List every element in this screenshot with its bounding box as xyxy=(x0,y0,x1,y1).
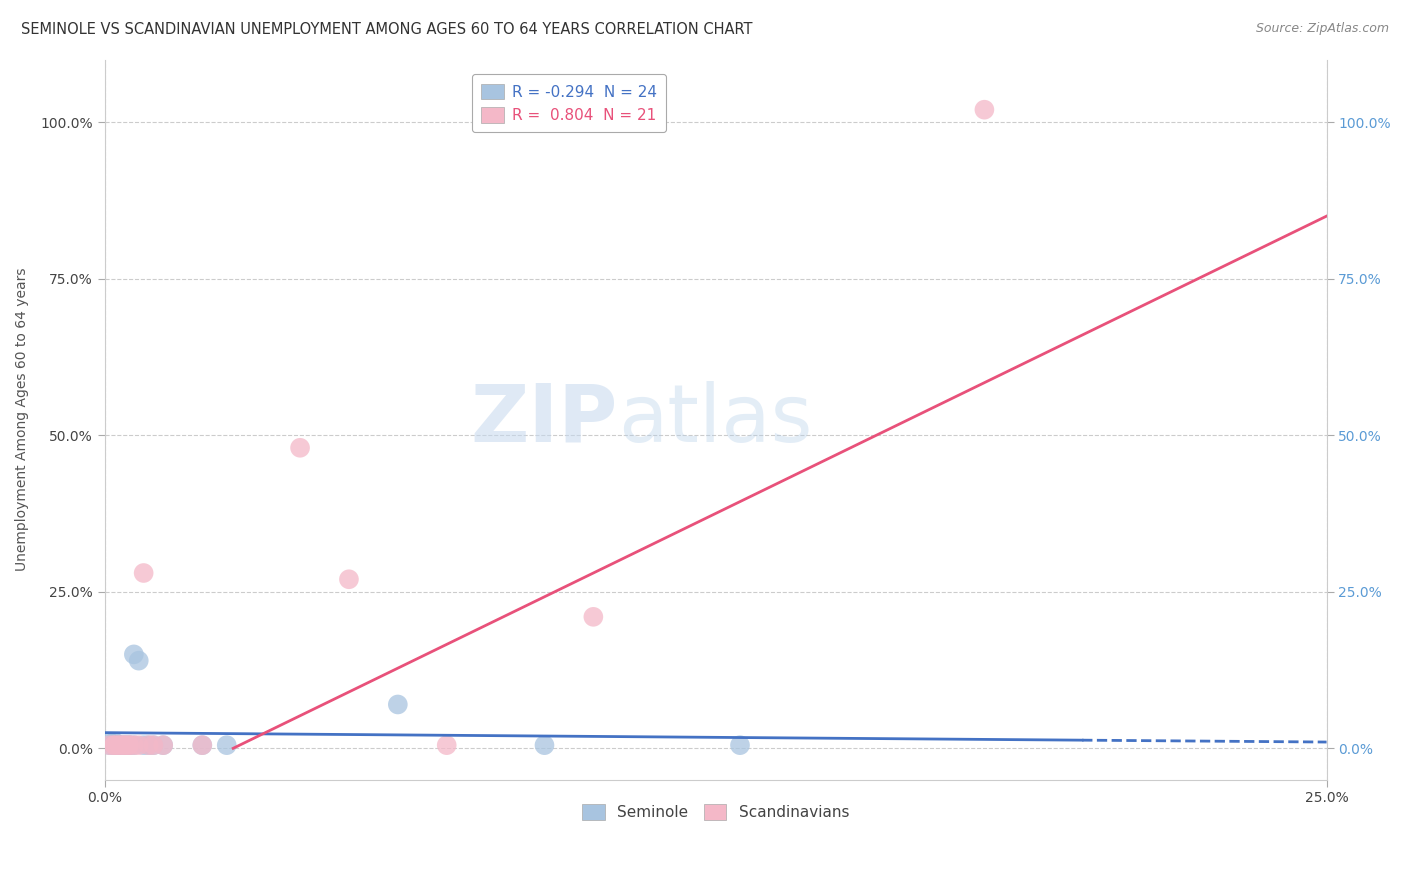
Point xyxy=(191,738,214,752)
Point xyxy=(215,738,238,752)
Point xyxy=(112,738,135,752)
Point xyxy=(138,738,160,752)
Point xyxy=(436,738,458,752)
Point xyxy=(132,738,155,752)
Point xyxy=(122,738,145,752)
Point xyxy=(387,698,409,712)
Point xyxy=(98,738,121,752)
Point xyxy=(108,738,131,752)
Point xyxy=(122,738,145,752)
Point xyxy=(132,566,155,580)
Point xyxy=(128,654,150,668)
Point xyxy=(108,738,131,752)
Text: ZIP: ZIP xyxy=(471,381,617,458)
Point xyxy=(118,738,141,752)
Point xyxy=(98,735,121,749)
Point xyxy=(142,738,165,752)
Point xyxy=(108,738,131,752)
Point xyxy=(288,441,311,455)
Point xyxy=(103,738,125,752)
Point xyxy=(103,738,125,752)
Point xyxy=(533,738,555,752)
Point xyxy=(122,648,145,662)
Point xyxy=(728,738,751,752)
Point xyxy=(118,738,141,752)
Text: Source: ZipAtlas.com: Source: ZipAtlas.com xyxy=(1256,22,1389,36)
Point xyxy=(118,738,141,752)
Point xyxy=(337,572,360,586)
Point xyxy=(112,738,135,752)
Point xyxy=(103,735,125,749)
Point xyxy=(108,738,131,752)
Text: atlas: atlas xyxy=(617,381,813,458)
Point xyxy=(142,738,165,752)
Point xyxy=(108,738,131,752)
Point xyxy=(103,738,125,752)
Point xyxy=(98,738,121,752)
Point xyxy=(191,738,214,752)
Point xyxy=(152,738,174,752)
Point xyxy=(973,103,995,117)
Point xyxy=(103,738,125,752)
Point xyxy=(152,738,174,752)
Y-axis label: Unemployment Among Ages 60 to 64 years: Unemployment Among Ages 60 to 64 years xyxy=(15,268,30,572)
Point xyxy=(128,738,150,752)
Legend: Seminole, Scandinavians: Seminole, Scandinavians xyxy=(576,797,855,826)
Text: SEMINOLE VS SCANDINAVIAN UNEMPLOYMENT AMONG AGES 60 TO 64 YEARS CORRELATION CHAR: SEMINOLE VS SCANDINAVIAN UNEMPLOYMENT AM… xyxy=(21,22,752,37)
Point xyxy=(118,738,141,752)
Point xyxy=(582,610,605,624)
Point xyxy=(138,738,160,752)
Point xyxy=(112,738,135,752)
Point xyxy=(112,738,135,752)
